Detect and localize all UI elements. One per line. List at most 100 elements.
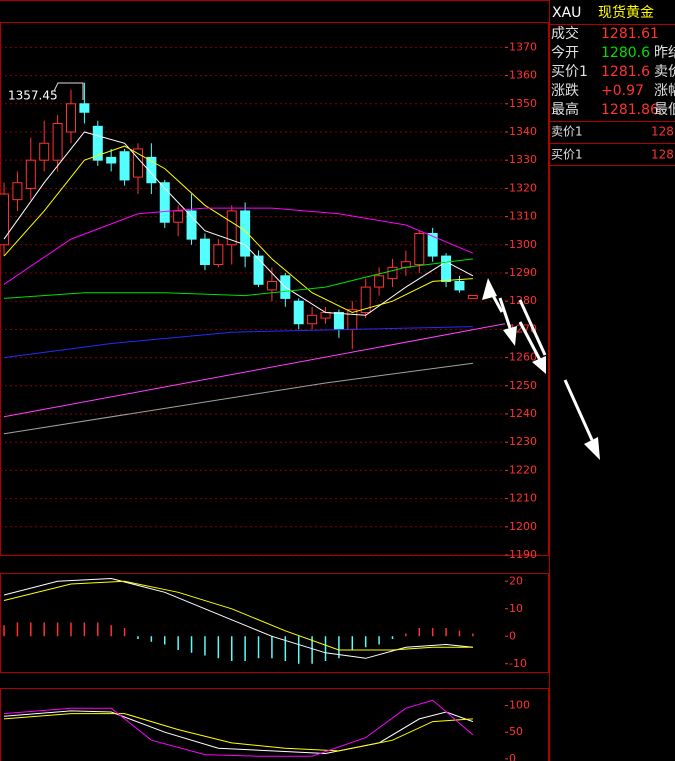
quote-label: 涨跌 — [551, 83, 579, 99]
plot — [0, 82, 505, 435]
y-tick-label: 1290 — [509, 266, 537, 279]
candle-body — [39, 142, 50, 161]
y-tick-label: 50 — [509, 725, 523, 738]
candle-body — [65, 103, 76, 133]
candle-body — [119, 151, 130, 181]
candle-body — [414, 233, 425, 266]
candle-body — [12, 182, 23, 201]
quote-value: +0.97 — [601, 83, 644, 99]
indicator-line — [3, 258, 473, 299]
y-tick-label: 100 — [509, 699, 530, 712]
y-axis: 100 50 0 — [505, 699, 530, 761]
candle-body — [333, 311, 344, 330]
candle-body — [146, 156, 157, 184]
quote-rows: 成交 1281.61 今开 1280.6昨结买价1 1281.6卖价涨跌 +0.97 涨幅最… — [551, 25, 675, 162]
chart-layers: 1370 1360 1350 1340 1330 1320 1310 1300 1290 1280… — [0, 40, 537, 761]
macd-frame — [0, 573, 549, 673]
kdj-frame — [0, 688, 549, 761]
high-annotation: 1357.45 — [8, 89, 58, 103]
symbol-name: 现货黄金 — [598, 4, 654, 21]
candle-body — [159, 182, 170, 223]
candle-body — [253, 255, 264, 285]
candle-body — [387, 266, 398, 280]
candle-body — [213, 244, 224, 266]
indicator-line — [3, 145, 473, 314]
book-value: 1281 — [651, 125, 675, 139]
book-label: 买价1 — [551, 148, 583, 162]
indicator-line — [3, 362, 473, 435]
quote-label: 最高 — [551, 101, 579, 118]
quote-label: 成交 — [551, 25, 579, 42]
indicator-line — [3, 699, 474, 757]
indicator-line — [3, 710, 474, 755]
book-value: 1281 — [651, 148, 675, 162]
indicator-line — [3, 326, 473, 359]
candle-body — [25, 159, 36, 189]
candle-body — [79, 103, 90, 113]
indicator-line — [3, 131, 474, 316]
quote-value: 1281.6 — [601, 64, 650, 80]
y-tick-label: 1280 — [509, 294, 537, 307]
candle-body — [106, 156, 117, 164]
candle-body — [320, 311, 331, 319]
candle-body — [52, 123, 63, 161]
y-tick-label: -10 — [509, 657, 527, 670]
candle-body — [226, 210, 237, 246]
quote-label: 昨结 — [654, 45, 675, 61]
candle-body — [307, 314, 318, 325]
candle-body — [92, 125, 103, 161]
quote-label: 今开 — [551, 45, 579, 61]
candle-body — [293, 300, 304, 325]
indicator-line — [3, 577, 473, 659]
y-tick-label: 1350 — [509, 97, 537, 110]
indicator-line — [3, 713, 473, 752]
arrows — [482, 278, 600, 460]
quote-value: 1281.61 — [601, 26, 659, 42]
y-tick-label: 1260 — [509, 351, 537, 364]
y-tick-label: 1360 — [509, 69, 537, 82]
candle-body — [173, 210, 184, 223]
candle-body — [441, 255, 452, 282]
quote-label: 涨幅 — [654, 83, 675, 99]
y-tick-label: 1250 — [509, 379, 537, 392]
plot — [3, 577, 474, 664]
y-tick-label: 1310 — [509, 210, 537, 223]
y-tick-label: 1320 — [509, 181, 537, 194]
indicator-line — [3, 580, 473, 651]
symbol: XAU — [552, 5, 581, 21]
candle-body — [240, 210, 251, 257]
y-tick-label: 1230 — [509, 435, 537, 448]
quote-value: 1280.6 — [601, 45, 650, 61]
main-frame — [0, 22, 549, 556]
candle-body — [0, 193, 10, 246]
candle-body — [360, 286, 371, 313]
quote-label: 买价1 — [551, 64, 588, 80]
y-tick-label: 1240 — [509, 407, 537, 420]
indicator-line — [3, 207, 474, 285]
annotation-leader — [53, 82, 84, 100]
y-tick-label: 1330 — [509, 153, 537, 166]
quote-panel: XAU 现货黄金 成交 1281.61 今开 1280.6昨结买价1 1281.6卖价涨… — [551, 4, 675, 162]
y-tick-label: 1210 — [509, 492, 537, 505]
book-label: 卖价1 — [551, 125, 583, 139]
candle-body — [266, 280, 277, 291]
candle-body — [199, 238, 210, 266]
y-tick-label: 1190 — [509, 548, 537, 561]
plot — [3, 699, 474, 757]
y-tick-label: 20 — [509, 574, 523, 587]
y-tick-label: 1220 — [509, 463, 537, 476]
y-tick-label: 0 — [509, 752, 516, 761]
quote-label: 最低 — [654, 102, 675, 118]
y-tick-label: 1370 — [509, 40, 537, 53]
indicator-line — [3, 323, 505, 418]
quote-label: 卖价 — [654, 64, 675, 80]
candle-body — [374, 275, 385, 288]
candle-body — [427, 233, 438, 257]
y-axis: 1370 1360 1350 1340 1330 1320 1310 1300 1290 1280… — [0, 40, 537, 561]
y-tick-label: 10 — [509, 602, 523, 615]
y-tick-label: 0 — [509, 629, 516, 642]
quote-value: 1281.86 — [601, 102, 659, 118]
candle-body — [454, 280, 465, 291]
